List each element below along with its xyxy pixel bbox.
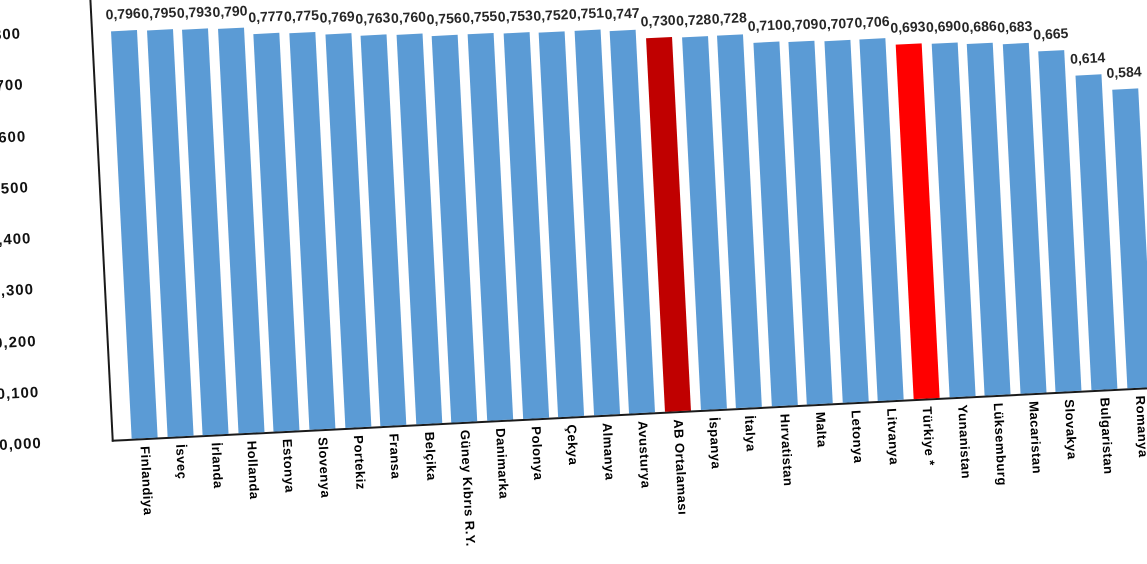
value-label: 0,790 [212, 2, 248, 21]
x-axis-label: Hırvatistan [777, 413, 797, 487]
x-axis-label: Türkiye * [919, 406, 938, 467]
x-axis-label: Almanya [599, 422, 618, 481]
bar [1038, 50, 1082, 392]
x-axis-label: Güney Kıbrıs R.Y. [457, 429, 479, 548]
y-axis-tick-label: 0,500 [0, 178, 30, 199]
value-label: 0,777 [247, 7, 284, 26]
value-label: 0,690 [925, 17, 962, 36]
x-axis-label: Portekiz [350, 434, 369, 491]
value-label: 0,665 [1032, 24, 1069, 43]
bars-container: 0,796 Finlandiya 0,795 İsveç 0,793 İrlanda 0,7… [105, 0, 1147, 547]
value-label: 0,747 [604, 4, 640, 23]
x-axis-label: Litvanya [884, 407, 902, 466]
x-axis-label: İrlanda [208, 442, 226, 489]
x-axis-label: Belçika [421, 431, 440, 482]
value-label: 0,584 [1106, 63, 1142, 81]
value-label: 0,795 [140, 4, 177, 22]
y-axis-tick-label: 0,400 [0, 230, 32, 250]
x-axis-label: Hollanda [244, 440, 263, 500]
x-axis-label: Slovakya [1061, 398, 1080, 460]
value-label: 0,755 [461, 7, 498, 26]
value-label: 0,752 [532, 6, 569, 24]
x-axis-label: Lüksemburg [990, 402, 1010, 487]
value-label: 0,686 [961, 17, 998, 36]
value-label: 0,683 [996, 17, 1033, 36]
plot-area: 0,796 Finlandiya 0,795 İsveç 0,793 İrlanda 0,7… [85, 0, 1147, 547]
value-label: 0,728 [675, 10, 712, 29]
x-axis-label: Bulgaristan [1097, 397, 1117, 475]
value-label: 0,796 [105, 4, 142, 23]
value-label: 0,709 [782, 15, 819, 34]
x-axis-label: Polonya [528, 425, 547, 481]
x-axis-label: Malta [812, 411, 830, 448]
y-axis-tick-label: 0,700 [0, 76, 25, 96]
x-axis-label: Danimarka [493, 427, 512, 500]
bar [1075, 74, 1118, 391]
y-axis-tick-label: 0,300 [0, 281, 35, 301]
value-label: 0,710 [747, 16, 784, 35]
x-axis-label: Çekya [564, 424, 582, 466]
x-axis-label: Yunanistan [955, 404, 974, 480]
y-axis-tick-label: 0,800 [0, 25, 22, 45]
value-label: 0,706 [854, 12, 890, 31]
x-axis-label: AB Ortalaması [670, 418, 691, 516]
x-axis-label: Fransa [386, 433, 404, 480]
bar [1002, 42, 1047, 394]
value-label: 0,793 [176, 3, 213, 21]
x-axis-label: İsveç [173, 443, 190, 480]
x-axis-label: İtalya [741, 415, 759, 453]
bar [1111, 88, 1147, 389]
y-axis-tick-label: 0,200 [0, 332, 38, 352]
x-axis-label: Avusturya [635, 420, 654, 489]
x-axis-label: Letonya [848, 409, 867, 464]
value-label: 0,763 [354, 9, 391, 27]
value-label: 0,614 [1069, 49, 1106, 67]
value-label: 0,730 [640, 11, 676, 30]
x-axis-label: Estonya [279, 438, 298, 494]
value-label: 0,753 [497, 6, 534, 25]
bar [967, 42, 1011, 396]
value-label: 0,775 [283, 6, 320, 25]
x-axis-label: Macaristan [1026, 400, 1045, 475]
value-label: 0,728 [711, 9, 748, 27]
x-axis-label: Romanya [1132, 395, 1147, 459]
x-axis-label: Slovenya [315, 436, 334, 499]
value-label: 0,769 [319, 7, 356, 26]
value-label: 0,751 [568, 4, 605, 23]
y-axis-tick-label: 0,600 [0, 127, 27, 147]
value-label: 0,707 [818, 14, 855, 33]
x-axis-label: Finlandiya [137, 445, 157, 516]
y-axis-tick-label: 0,000 [0, 434, 43, 454]
value-label: 0,760 [390, 8, 427, 27]
y-axis-tick-label: 0,100 [0, 383, 40, 403]
x-axis-label: İspanya [706, 416, 724, 470]
value-label: 0,756 [426, 9, 463, 28]
value-label: 0,693 [889, 18, 926, 36]
